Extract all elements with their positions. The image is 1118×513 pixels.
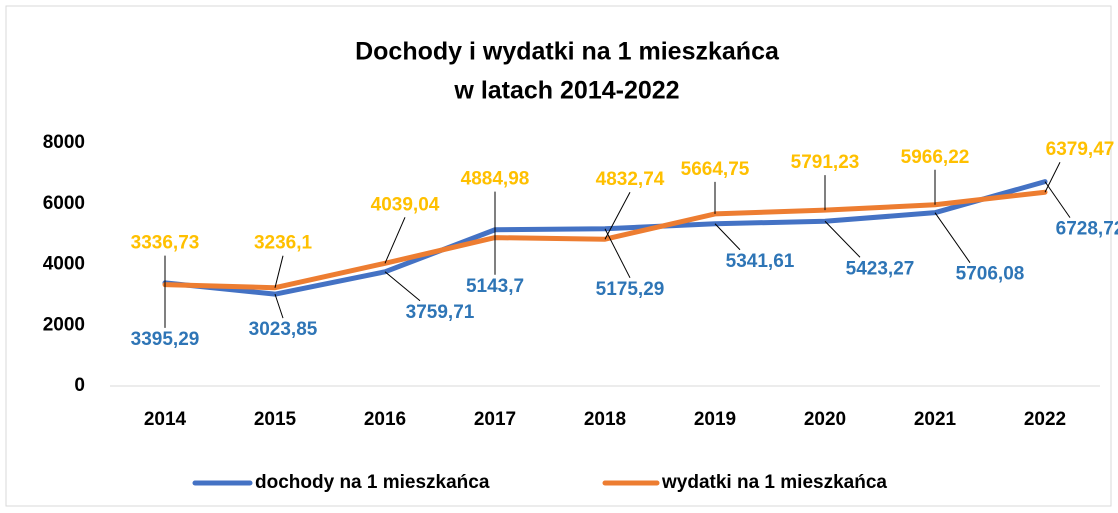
x-tick-label: 2017: [474, 409, 516, 430]
y-tick-label: 2000: [43, 314, 85, 335]
data-label: 5706,08: [956, 264, 1025, 285]
data-line: [162, 189, 1048, 291]
leader-line: [1044, 161, 1061, 193]
y-tick-label: 0: [74, 375, 85, 396]
leader-line: [824, 220, 861, 258]
x-tick-label: 2021: [914, 409, 957, 430]
x-tick-label: 2020: [804, 409, 846, 430]
data-label: 4884,98: [461, 169, 530, 190]
x-tick-label: 2015: [254, 409, 297, 430]
chart-border: [5, 5, 1112, 507]
data-label: 5175,29: [596, 279, 665, 300]
legend-label: wydatki na 1 mieszkańca: [661, 472, 887, 493]
y-tick-label: 6000: [43, 193, 85, 214]
legend-label: dochody na 1 mieszkańca: [255, 472, 490, 493]
data-label: 5423,27: [846, 258, 915, 279]
data-label: 3336,73: [131, 233, 200, 254]
leader-line: [934, 212, 971, 263]
leader-line: [604, 191, 631, 240]
leader-line: [384, 271, 421, 302]
leader-line: [274, 293, 284, 319]
y-tick-label: 8000: [43, 132, 85, 153]
data-label: 4832,74: [596, 169, 665, 190]
chart-title: w latach 2014-2022: [453, 77, 679, 105]
data-label: 6728,72: [1056, 219, 1118, 240]
data-label: 6379,47: [1046, 139, 1115, 160]
data-label: 5664,75: [681, 159, 750, 180]
data-label: 5143,7: [466, 276, 524, 297]
data-label: 3236,1: [254, 233, 313, 254]
x-tick-label: 2022: [1024, 409, 1066, 430]
x-tick-label: 2016: [364, 409, 406, 430]
data-label: 3023,85: [249, 319, 318, 340]
data-label: 5791,23: [791, 152, 860, 173]
data-label: 4039,04: [371, 194, 440, 215]
data-label: 5966,22: [901, 147, 970, 168]
x-tick-label: 2019: [694, 409, 736, 430]
leader-line: [604, 228, 631, 279]
data-label: 5341,61: [726, 251, 795, 272]
leader-line: [384, 217, 406, 264]
y-tick-label: 4000: [43, 254, 85, 275]
leader-line: [274, 255, 284, 288]
leader-line: [1044, 181, 1071, 218]
data-label: 3759,71: [406, 302, 475, 323]
chart-title: Dochody i wydatki na 1 mieszkańca: [355, 38, 780, 66]
data-label: 3395,29: [131, 329, 200, 350]
x-tick-label: 2018: [584, 409, 626, 430]
x-tick-label: 2014: [144, 409, 187, 430]
leader-line: [714, 223, 741, 251]
